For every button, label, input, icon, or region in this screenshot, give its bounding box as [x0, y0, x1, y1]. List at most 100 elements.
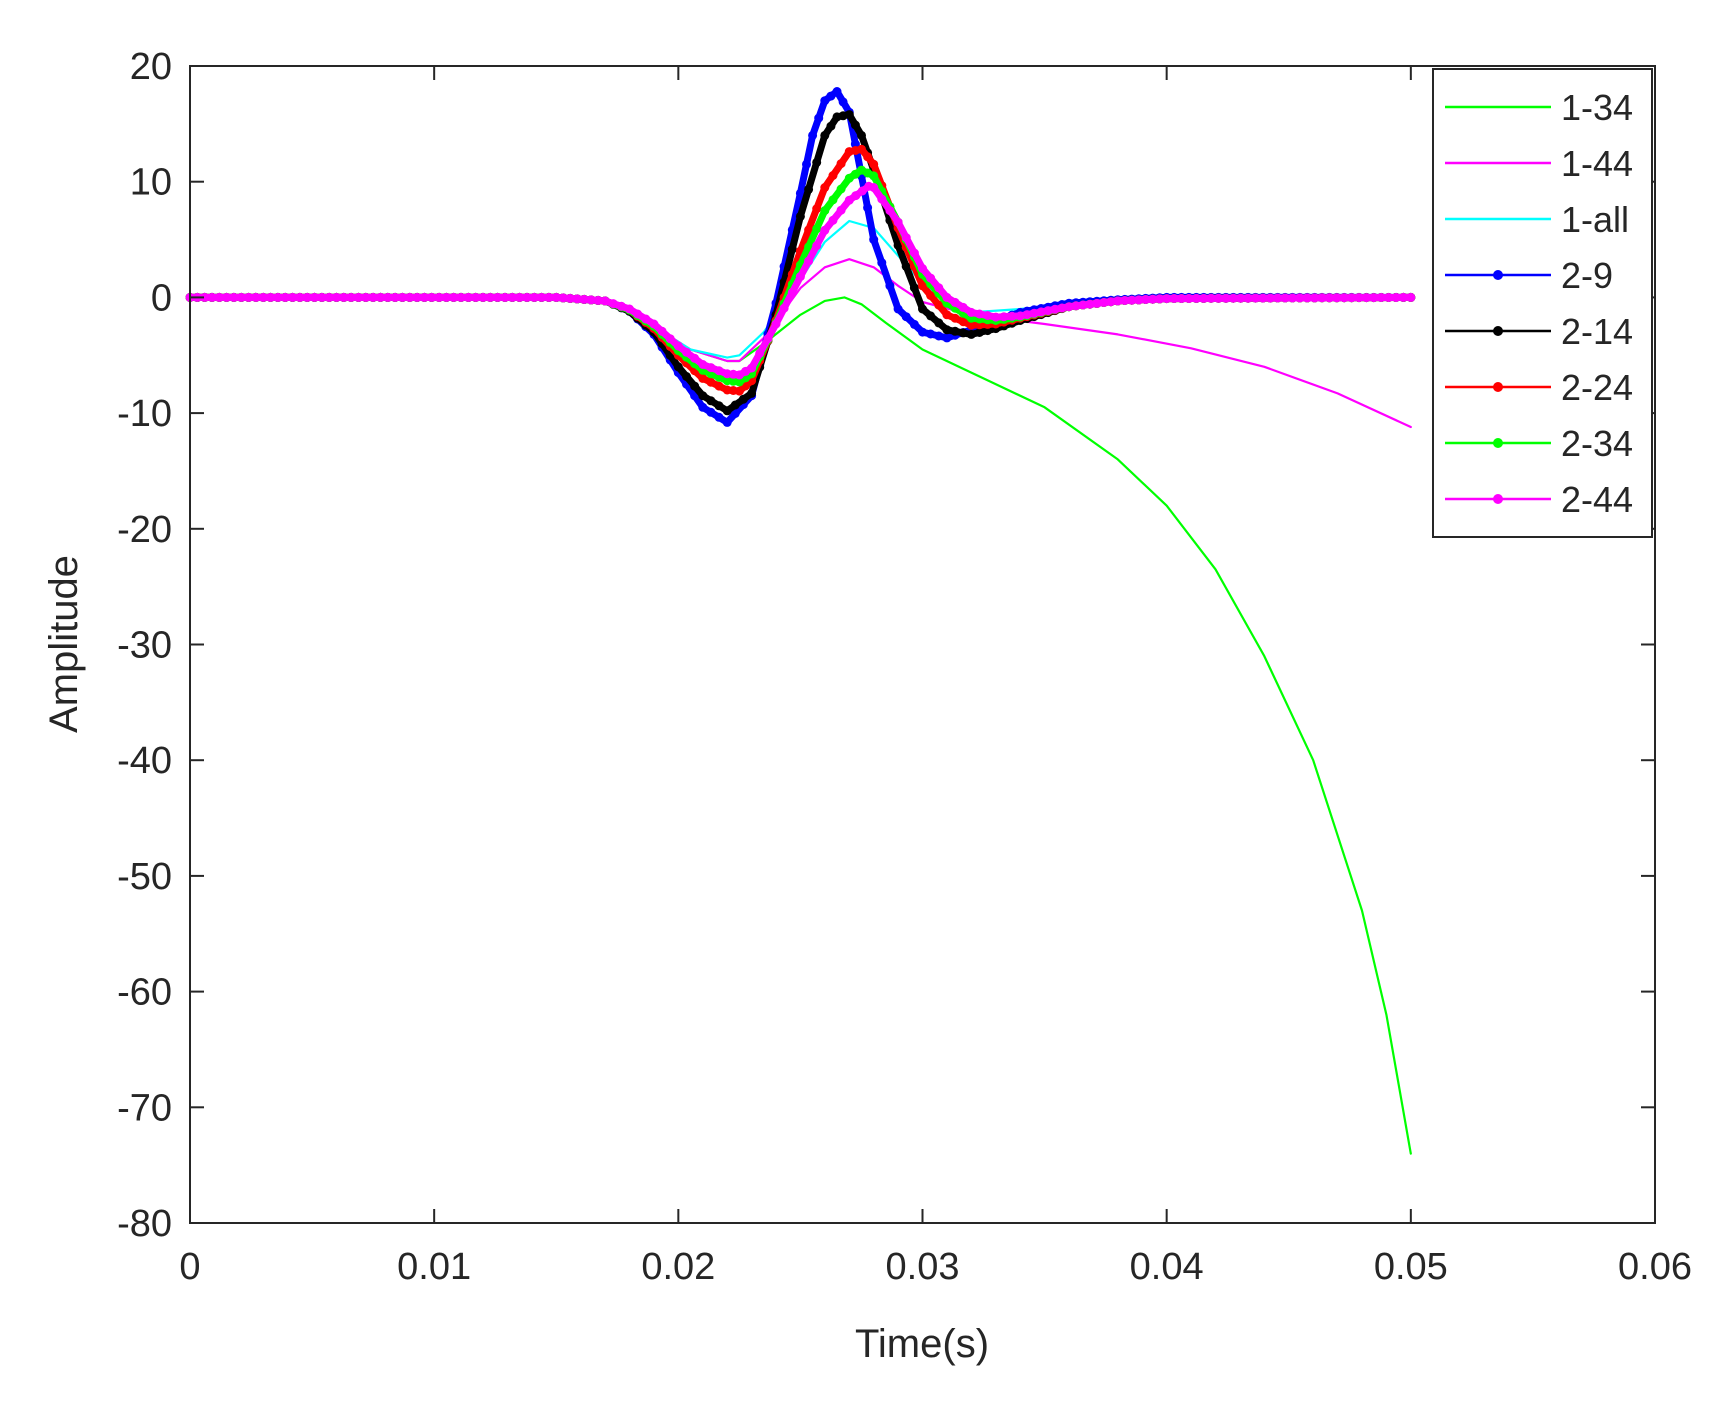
- series-marker-2-44: [485, 292, 495, 302]
- axes: 0 0.01 0.02 0.03 0.04 0.05 0.06 20 10 0 -10 -20 -30 -…: [117, 46, 1692, 1288]
- series-marker-2-44: [706, 363, 716, 373]
- series-marker-2-24: [857, 144, 866, 154]
- y-tick-label: -10: [117, 393, 172, 435]
- series-marker-2-14: [690, 381, 700, 391]
- series-marker-2-44: [698, 360, 708, 369]
- series-marker-2-9: [714, 412, 724, 422]
- x-tick-label: 0: [179, 1246, 200, 1288]
- series-marker-2-24: [950, 313, 960, 323]
- series-marker-2-44: [616, 301, 626, 311]
- series-marker-2-44: [641, 314, 651, 324]
- series-marker-2-44: [795, 272, 805, 282]
- series-marker-2-44: [529, 292, 539, 302]
- series-marker-2-24: [804, 225, 814, 235]
- legend-marker: [1493, 270, 1503, 280]
- series-marker-2-44: [1092, 298, 1102, 308]
- series-marker-2-44: [869, 183, 879, 192]
- series-marker-2-44: [1029, 308, 1039, 318]
- series-marker-2-44: [405, 292, 415, 302]
- series-marker-2-44: [507, 292, 517, 302]
- series-marker-2-9: [942, 333, 952, 343]
- series-marker-2-9: [826, 91, 836, 101]
- plot-area: [190, 66, 1655, 1223]
- legend-label: 1-44: [1561, 143, 1633, 184]
- series-marker-2-44: [324, 292, 334, 302]
- series-marker-2-44: [649, 319, 659, 329]
- series-marker-2-34: [804, 242, 814, 252]
- series-marker-2-44: [771, 319, 781, 329]
- series-marker-2-14: [958, 328, 968, 338]
- series-marker-2-44: [1398, 292, 1408, 302]
- series-marker-2-44: [1206, 293, 1216, 303]
- series-marker-2-44: [690, 353, 700, 363]
- series-marker-2-44: [909, 248, 919, 258]
- series-marker-2-44: [449, 292, 459, 302]
- series-marker-2-44: [434, 292, 444, 302]
- series-marker-2-14: [682, 372, 691, 381]
- series-marker-2-24: [820, 183, 830, 192]
- y-tick-label: -60: [117, 972, 172, 1014]
- series-layer: [185, 87, 1416, 1155]
- series-marker-2-9: [698, 402, 708, 412]
- series-marker-2-9: [820, 96, 830, 106]
- series-marker-2-14: [942, 325, 952, 335]
- series-marker-2-14: [787, 244, 797, 254]
- x-tick-label: 0.05: [1374, 1246, 1448, 1288]
- series-marker-2-44: [229, 292, 239, 302]
- series-marker-2-14: [926, 311, 936, 321]
- series-marker-2-44: [1057, 303, 1067, 313]
- series-marker-2-9: [909, 319, 919, 329]
- series-marker-2-44: [463, 292, 473, 302]
- legend-label: 1-all: [1561, 199, 1629, 240]
- series-marker-2-14: [706, 396, 716, 406]
- series-marker-2-44: [1228, 293, 1238, 303]
- series-marker-2-24: [706, 377, 716, 387]
- legend-label: 1-34: [1561, 87, 1633, 128]
- series-marker-2-9: [722, 417, 732, 427]
- series-marker-2-34: [812, 224, 822, 234]
- series-marker-2-14: [950, 326, 960, 336]
- series-marker-2-14: [850, 120, 860, 130]
- series-marker-2-44: [493, 292, 503, 302]
- series-marker-2-44: [1251, 293, 1260, 303]
- series-marker-2-24: [966, 320, 976, 330]
- legend-item-2-24: 2-24: [1445, 367, 1633, 408]
- series-marker-2-44: [1015, 311, 1025, 321]
- series-marker-2-9: [885, 281, 895, 291]
- series-marker-2-24: [863, 152, 873, 162]
- series-marker-2-44: [310, 292, 319, 302]
- x-tick-label: 0.01: [397, 1246, 471, 1288]
- series-marker-2-44: [544, 292, 554, 302]
- series-marker-2-24: [926, 291, 936, 300]
- series-marker-2-9: [926, 329, 936, 339]
- series-marker-2-14: [983, 326, 993, 336]
- series-marker-2-44: [885, 206, 895, 216]
- series-marker-2-9: [814, 113, 824, 123]
- series-marker-2-14: [747, 388, 757, 398]
- series-marker-2-24: [918, 281, 927, 291]
- series-marker-2-44: [515, 292, 525, 302]
- series-2-44: [185, 181, 1416, 380]
- y-tick-label: -80: [117, 1203, 172, 1245]
- series-marker-2-14: [722, 406, 732, 416]
- series-marker-2-9: [934, 331, 944, 341]
- series-marker-2-14: [901, 262, 911, 271]
- series-marker-2-44: [1120, 296, 1130, 305]
- series-marker-2-44: [682, 347, 691, 357]
- series-marker-2-44: [1265, 293, 1275, 303]
- series-marker-2-44: [1184, 294, 1194, 303]
- x-tick-label: 0.06: [1618, 1246, 1692, 1288]
- series-marker-2-44: [1155, 294, 1165, 304]
- series-marker-2-44: [441, 292, 451, 302]
- series-marker-2-44: [828, 215, 838, 225]
- series-marker-2-44: [1280, 293, 1290, 303]
- series-marker-2-14: [918, 304, 927, 314]
- series-marker-2-44: [804, 256, 814, 266]
- series-marker-2-44: [1043, 306, 1053, 316]
- series-marker-2-44: [1310, 293, 1320, 303]
- series-marker-2-34: [836, 184, 846, 194]
- series-marker-2-44: [657, 326, 667, 336]
- series-marker-2-44: [673, 341, 683, 351]
- y-tick-label: 0: [151, 277, 172, 319]
- series-marker-2-44: [1199, 293, 1209, 303]
